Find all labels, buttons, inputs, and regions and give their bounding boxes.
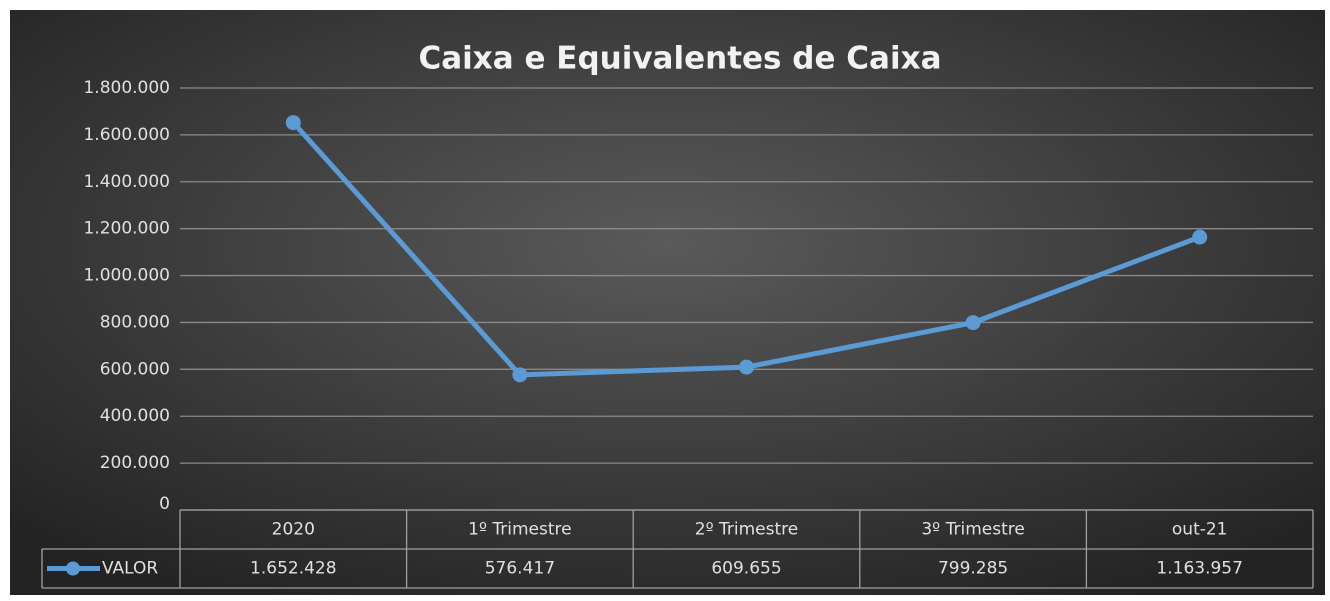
x-tick-label: out-21	[1172, 520, 1228, 540]
legend-label: VALOR	[102, 559, 158, 579]
y-tick-label: 1.200.000	[83, 219, 170, 239]
data-point	[512, 367, 528, 383]
y-tick-label: 1.600.000	[83, 125, 170, 145]
legend-marker	[66, 561, 80, 576]
y-tick-label: 400.000	[100, 406, 170, 426]
data-label: 1.163.957	[1156, 559, 1243, 579]
y-tick-label: 600.000	[100, 359, 170, 379]
y-tick-label: 800.000	[100, 312, 170, 332]
y-tick-label: 1.000.000	[83, 266, 170, 286]
y-tick-label: 0	[159, 494, 170, 514]
x-tick-label: 2º Trimestre	[695, 520, 798, 540]
y-tick-label: 1.400.000	[83, 172, 170, 192]
data-point	[285, 115, 301, 131]
x-tick-label: 3º Trimestre	[921, 520, 1024, 540]
data-point	[739, 359, 754, 375]
data-label: 576.417	[485, 559, 555, 579]
y-tick-label: 200.000	[100, 453, 170, 473]
chart-title: Caixa e Equivalentes de Caixa	[418, 41, 941, 77]
data-label: 1.652.428	[250, 559, 337, 579]
x-tick-label: 2020	[272, 520, 315, 540]
y-tick-label: 1.800.000	[83, 78, 170, 98]
x-tick-label: 1º Trimestre	[468, 520, 571, 540]
chart-background	[10, 10, 1325, 595]
data-label: 799.285	[938, 559, 1008, 579]
data-point	[965, 315, 981, 331]
data-point	[1192, 229, 1208, 245]
data-label: 609.655	[711, 559, 781, 579]
